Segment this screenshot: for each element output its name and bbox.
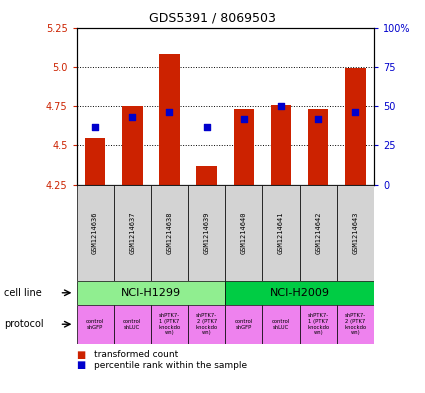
Bar	[113, 185, 151, 281]
Text: GSM1214642: GSM1214642	[315, 211, 321, 254]
Bar	[85, 138, 105, 185]
Text: NCI-H2009: NCI-H2009	[269, 288, 330, 298]
Bar	[337, 305, 374, 344]
Bar	[300, 305, 337, 344]
Bar	[76, 185, 113, 281]
Bar	[345, 68, 366, 185]
Text: protocol: protocol	[4, 319, 44, 329]
Text: GSM1214638: GSM1214638	[167, 211, 173, 254]
Bar	[308, 109, 329, 185]
Bar	[188, 305, 225, 344]
Point	[203, 123, 210, 130]
Bar	[113, 305, 151, 344]
Bar	[188, 185, 225, 281]
Bar	[300, 185, 337, 281]
Text: GSM1214643: GSM1214643	[352, 211, 358, 254]
Text: transformed count: transformed count	[94, 351, 178, 359]
Bar	[262, 185, 300, 281]
Point	[315, 116, 322, 122]
Bar	[337, 185, 374, 281]
Text: shPTK7-
1 (PTK7
knockdo
wn): shPTK7- 1 (PTK7 knockdo wn)	[307, 313, 329, 335]
Point	[129, 114, 136, 120]
Bar	[262, 305, 300, 344]
Bar	[225, 305, 262, 344]
Bar	[76, 281, 225, 305]
Text: shPTK7-
2 (PTK7
knockdo
wn): shPTK7- 2 (PTK7 knockdo wn)	[344, 313, 366, 335]
Text: GSM1214636: GSM1214636	[92, 211, 98, 254]
Point	[278, 103, 284, 109]
Text: ■: ■	[76, 350, 86, 360]
Text: control
shGFP: control shGFP	[235, 319, 253, 330]
Bar	[234, 109, 254, 185]
Text: percentile rank within the sample: percentile rank within the sample	[94, 361, 246, 370]
Text: NCI-H1299: NCI-H1299	[121, 288, 181, 298]
Text: ■: ■	[76, 360, 86, 371]
Text: GSM1214639: GSM1214639	[204, 211, 210, 254]
Text: cell line: cell line	[4, 288, 42, 298]
Bar	[196, 166, 217, 185]
Point	[166, 109, 173, 116]
Text: control
shLUC: control shLUC	[272, 319, 290, 330]
Text: control
shLUC: control shLUC	[123, 319, 142, 330]
Bar	[225, 185, 262, 281]
Bar	[271, 105, 291, 185]
Text: GDS5391 / 8069503: GDS5391 / 8069503	[149, 12, 276, 25]
Text: GSM1214637: GSM1214637	[129, 211, 135, 254]
Text: shPTK7-
2 (PTK7
knockdo
wn): shPTK7- 2 (PTK7 knockdo wn)	[196, 313, 218, 335]
Bar	[151, 185, 188, 281]
Point	[92, 123, 99, 130]
Point	[241, 116, 247, 122]
Text: GSM1214641: GSM1214641	[278, 211, 284, 254]
Bar	[76, 305, 113, 344]
Text: control
shGFP: control shGFP	[86, 319, 104, 330]
Bar	[122, 106, 142, 185]
Point	[352, 109, 359, 116]
Text: GSM1214640: GSM1214640	[241, 211, 247, 254]
Bar	[159, 54, 180, 185]
Bar	[225, 281, 374, 305]
Bar	[151, 305, 188, 344]
Text: shPTK7-
1 (PTK7
knockdo
wn): shPTK7- 1 (PTK7 knockdo wn)	[159, 313, 181, 335]
